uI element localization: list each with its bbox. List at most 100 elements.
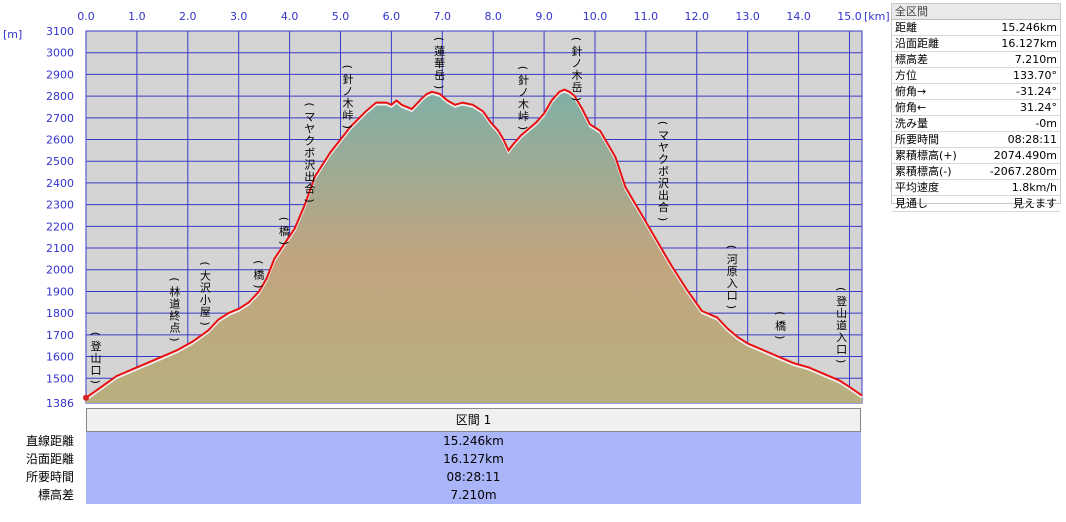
- segment-row-value: 08:28:11: [446, 470, 501, 484]
- poi-char: ): [198, 321, 211, 325]
- poi-char: (: [774, 311, 787, 315]
- poi-char: 口: [91, 364, 102, 377]
- summary-value: 133.70°: [972, 67, 1060, 84]
- y-tick-label: 1800: [46, 307, 74, 320]
- poi-label: (橋): [252, 260, 265, 288]
- x-tick-label: 6.0: [383, 10, 401, 23]
- poi-char: ボ: [304, 147, 315, 160]
- poi-char: 峠: [342, 108, 353, 122]
- poi-char: 橋: [279, 224, 290, 238]
- poi-char: ク: [304, 135, 315, 148]
- summary-label: 累積標高(-): [892, 163, 973, 180]
- poi-char: 岳: [434, 69, 445, 82]
- poi-char: 登: [91, 339, 102, 353]
- poi-char: 屋: [200, 306, 211, 319]
- poi-char: ボ: [658, 165, 669, 178]
- summary-table: 距離 15.246km 沿面距離 16.127km 標高差 7.210m 方位 133.70°…: [892, 20, 1060, 212]
- poi-char: ): [774, 335, 787, 339]
- poi-char: 道: [836, 318, 847, 332]
- summary-value: 見えます: [972, 195, 1060, 212]
- summary-panel-title: 全区間: [892, 4, 1060, 20]
- poi-char: ヤ: [658, 141, 669, 154]
- summary-row: 洗み量 -0m: [892, 115, 1060, 132]
- poi-char: 河: [727, 253, 738, 266]
- poi-char: (: [252, 260, 265, 264]
- segment-row-label: 標高差: [37, 488, 74, 502]
- poi-char: ノ: [342, 85, 353, 98]
- summary-label: 見通し: [892, 195, 973, 212]
- poi-label: ( 橋): [774, 311, 787, 339]
- poi-char: ク: [658, 153, 669, 166]
- poi-char: 峠: [518, 109, 529, 123]
- poi-char: 針: [571, 44, 582, 58]
- poi-char: 口: [836, 343, 847, 356]
- poi-char: ): [341, 125, 354, 129]
- poi-label: (蓮華岳): [433, 37, 446, 89]
- summary-row: 沿面距離 16.127km: [892, 35, 1060, 52]
- elevation-fill: [86, 89, 862, 403]
- y-tick-label: 1500: [46, 372, 74, 385]
- segment-row-label: 所要時間: [25, 470, 74, 484]
- poi-char: 合: [658, 200, 669, 214]
- segment-header[interactable]: 区間 1: [86, 408, 861, 432]
- poi-char: 橋: [775, 318, 786, 332]
- x-tick-label: 2.0: [179, 10, 197, 23]
- poi-char: 木: [342, 97, 353, 110]
- poi-char: (: [570, 37, 583, 41]
- poi-char: 道: [169, 296, 180, 310]
- start-marker: [83, 394, 89, 401]
- poi-char: 華: [434, 57, 445, 70]
- poi-char: 木: [518, 98, 529, 111]
- summary-value: -31.24°: [972, 83, 1060, 100]
- x-tick-label: 7.0: [434, 10, 452, 23]
- poi-char: 沢: [200, 281, 211, 295]
- summary-value: 7.210m: [972, 51, 1060, 68]
- x-tick-label: 1.0: [128, 10, 146, 23]
- elevation-profile-chart: 0.0 1.0 2.0 3.0 4.0 5.0 6.0 7.0 8.0 9.0 10.0 11.0 12…: [3, 10, 890, 408]
- poi-char: 終: [169, 308, 180, 322]
- poi-char: ノ: [518, 86, 529, 99]
- y-tick-label: 2200: [46, 220, 74, 233]
- x-tick-label: 4.0: [281, 10, 299, 23]
- x-tick-label: 14.0: [786, 10, 811, 23]
- summary-value: 16.127km: [972, 35, 1060, 52]
- poi-char: 大: [200, 269, 211, 283]
- y-tick-label: 1700: [46, 329, 74, 342]
- poi-char: ): [89, 380, 102, 384]
- segment-row-value: 16.127km: [443, 452, 504, 466]
- poi-char: ): [252, 284, 265, 288]
- poi-char: 登: [836, 294, 847, 308]
- summary-label: 洗み量: [892, 115, 973, 132]
- y-tick-label: 2800: [46, 90, 74, 103]
- poi-char: 岳: [571, 81, 582, 94]
- summary-row: 標高差 7.210m: [892, 51, 1060, 68]
- poi-char: 針: [342, 72, 353, 86]
- y-unit-label: [m]: [3, 28, 22, 41]
- poi-char: ノ: [571, 57, 582, 70]
- segment-row-label: 直線距離: [25, 434, 74, 448]
- y-tick-label: 3100: [46, 25, 74, 38]
- poi-char: (: [89, 332, 102, 336]
- poi-char: ): [570, 97, 583, 101]
- x-tick-label: 5.0: [332, 10, 350, 23]
- summary-label: 沿面距離: [892, 35, 973, 52]
- summary-row: 平均速度 1.8km/h: [892, 179, 1060, 196]
- summary-row: 累積標高(+) 2074.490m: [892, 147, 1060, 164]
- poi-char: 蓮: [434, 44, 445, 58]
- poi-char: ): [835, 359, 848, 363]
- poi-char: (: [303, 102, 316, 106]
- poi-char: ): [303, 198, 316, 202]
- poi-char: ): [725, 305, 738, 309]
- y-tick-label: 2100: [46, 242, 74, 255]
- summary-row: 俯角→ -31.24°: [892, 83, 1060, 100]
- y-tick-label: 3000: [46, 47, 74, 60]
- summary-row: 俯角← 31.24°: [892, 99, 1060, 116]
- summary-value: 2074.490m: [972, 147, 1060, 164]
- summary-row: 方位 133.70°: [892, 67, 1060, 84]
- summary-label: 平均速度: [892, 179, 973, 196]
- poi-char: ): [433, 85, 446, 89]
